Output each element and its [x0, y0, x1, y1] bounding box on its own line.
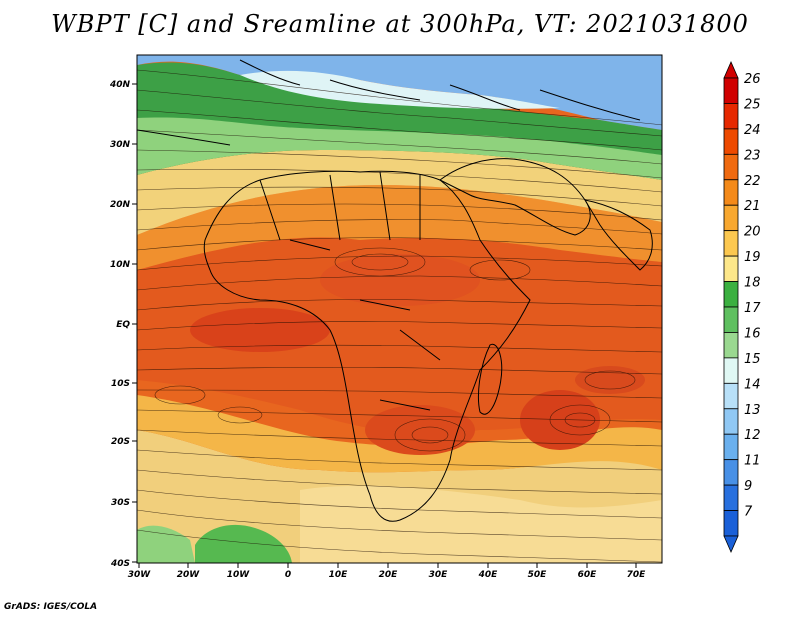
colorbar-label: 23	[744, 148, 761, 163]
colorbar-label: 24	[744, 123, 761, 138]
chart-title: WBPT [C] and Sreamline at 300hPa, VT: 20…	[51, 10, 749, 38]
lat-label: 40N	[109, 80, 131, 90]
colorbar-swatch	[723, 510, 739, 537]
southern-orange-band	[137, 395, 662, 473]
streamlines	[137, 69, 662, 563]
colorbar-swatch	[723, 153, 739, 181]
red-blob	[365, 405, 475, 455]
colorbar-label: 21	[744, 199, 761, 214]
lon-label: 20E	[379, 570, 399, 580]
lat-label: 40S	[110, 559, 130, 569]
colorbar-swatch	[723, 332, 739, 359]
lon-label: 50E	[528, 570, 548, 580]
lon-label: 10W	[227, 570, 251, 580]
red-blob	[320, 254, 480, 306]
colorbar-top-arrow	[723, 61, 739, 79]
colorbar-swatch	[723, 128, 739, 155]
colorbar-label: 22	[744, 174, 761, 189]
colorbar-swatch	[723, 382, 739, 410]
colorbar-label: 26	[744, 72, 761, 87]
bottom-light-patch	[300, 485, 662, 563]
cold-light-patch	[240, 70, 560, 109]
colorbar-label: 9	[744, 479, 752, 494]
colorbar-label: 11	[744, 454, 761, 469]
axis-ticks	[132, 83, 637, 568]
southwest-green-patch	[195, 524, 292, 563]
colorbar-swatch	[723, 357, 739, 384]
north-yellow-band	[137, 150, 662, 235]
colorbar: 26 25 24 23 22 21 20 19 18 17 16 15 14 13 12 11 9 7	[723, 61, 761, 553]
colorbar-label: 19	[744, 250, 761, 265]
lat-label: EQ	[116, 320, 130, 330]
lon-label: 20W	[177, 570, 201, 580]
lon-label: 70E	[627, 570, 647, 580]
colorbar-label: 16	[744, 326, 761, 341]
credit-text: GrADS: IGES/COLA	[4, 602, 98, 612]
colorbar-label: 12	[744, 428, 761, 443]
colorbar-swatch	[723, 484, 739, 511]
colorbar-bottom-arrow	[723, 535, 739, 553]
colorbar-label: 20	[744, 225, 761, 240]
colorbar-label: 18	[744, 276, 761, 291]
colorbar-label: 7	[744, 505, 753, 520]
lat-label: 20S	[111, 437, 130, 447]
central-red-zone	[137, 237, 662, 434]
colorbar-swatch	[723, 103, 739, 130]
coastlines	[137, 59, 653, 522]
colorbar-swatch	[723, 255, 739, 282]
red-blob	[190, 308, 330, 352]
colorbar-swatch	[723, 306, 739, 333]
lat-label: 10N	[110, 260, 131, 270]
colorbar-swatch	[723, 179, 739, 206]
light-green-band	[137, 117, 662, 180]
colorbar-label: 15	[744, 352, 761, 367]
lat-label: 30N	[110, 140, 131, 150]
colorbar-swatch	[723, 230, 739, 257]
colorbar-swatch	[723, 433, 739, 461]
lat-label: 30S	[111, 498, 130, 508]
colorbar-label: 17	[744, 301, 761, 316]
colorbar-label: 13	[744, 403, 761, 418]
lon-label: 40E	[478, 570, 499, 580]
colorbar-swatch	[723, 204, 739, 232]
southwest-light-green	[137, 525, 195, 563]
colorbar-swatch	[723, 459, 739, 486]
colorbar-label: 25	[744, 97, 761, 112]
colorbar-swatch	[723, 408, 739, 435]
lon-label: 60E	[578, 570, 598, 580]
lon-label: 30W	[128, 570, 152, 580]
north-cold-region	[137, 55, 662, 130]
colorbar-swatch	[723, 281, 739, 308]
plot-frame	[136, 54, 663, 564]
lon-label: 30E	[429, 570, 449, 580]
lon-label: 0	[285, 570, 291, 580]
lat-label: 20N	[110, 200, 131, 210]
red-blob	[575, 366, 645, 394]
lon-label: 10E	[329, 570, 349, 580]
colorbar-label: 14	[744, 377, 761, 392]
colorbar-swatch	[723, 77, 739, 104]
lat-label: 10S	[111, 379, 130, 389]
